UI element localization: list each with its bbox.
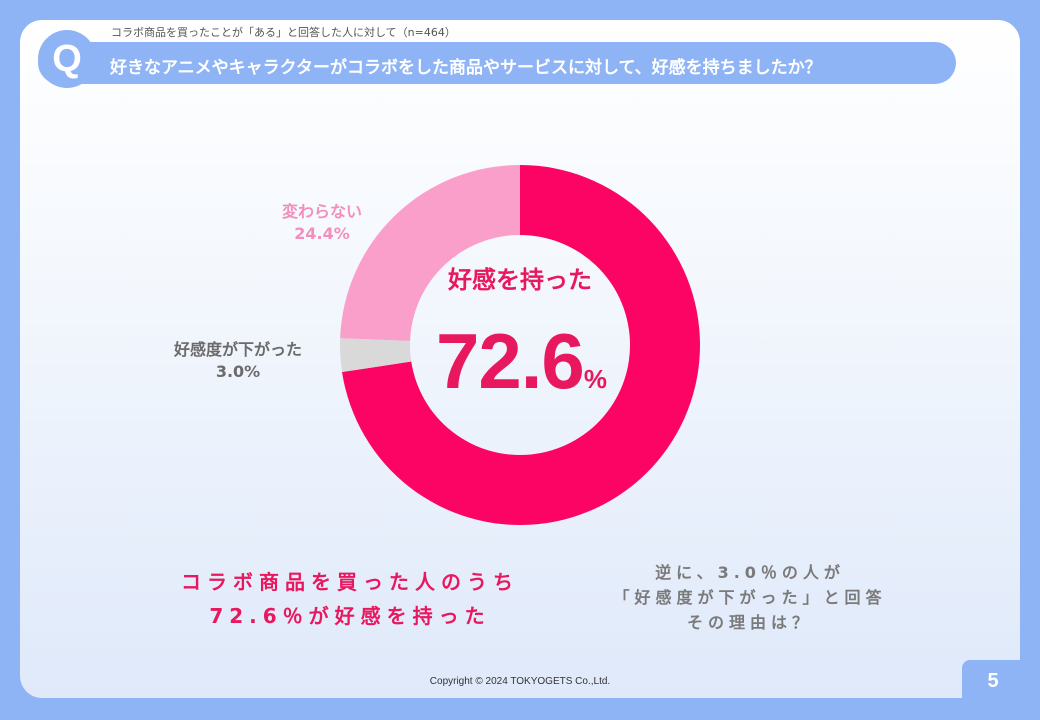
- question-subtitle: コラボ商品を買ったことが「ある」と回答した人に対して（n=464）: [111, 26, 456, 39]
- slice-value-down: 3.0%: [215, 362, 261, 381]
- slide-card: [20, 20, 1020, 698]
- summary-left-line: 72.6％が好感を持った: [209, 604, 491, 628]
- slice-down: [340, 338, 412, 373]
- slice-value-positive: 72.6%: [436, 316, 607, 407]
- slice-positive: [342, 165, 701, 525]
- summary-right: 逆に、3.0％の人が 「好感度が下がった」と回答 その理由は？: [600, 560, 900, 635]
- summary-right-line: その理由は？: [686, 613, 813, 632]
- slice-label-down: 好感度が下がった: [173, 340, 302, 359]
- question-badge: Q: [38, 30, 96, 88]
- page-number-tab: [962, 660, 1024, 710]
- question-bar: [38, 42, 956, 84]
- page-number: 5: [987, 670, 999, 692]
- copyright: Copyright © 2024 TOKYOGETS Co.,Ltd.: [429, 676, 611, 687]
- summary-right-line: 「好感度が下がった」と回答: [613, 588, 887, 607]
- slice-unchanged: [340, 165, 520, 341]
- summary-right-line: 逆に、3.0％の人が: [655, 563, 845, 582]
- slice-value-positive-number: 72.6: [436, 317, 585, 405]
- summary-left: コラボ商品を買った人のうち 72.6％が好感を持った: [140, 565, 560, 633]
- slice-label-unchanged: 変わらない: [281, 202, 362, 221]
- slice-label-positive: 好感を持った: [448, 266, 592, 294]
- slice-label-unchanged-block: 変わらない 24.4%: [262, 201, 382, 245]
- slice-value-positive-unit: %: [583, 364, 607, 394]
- slice-value-unchanged: 24.4%: [294, 224, 350, 243]
- slice-label-down-block: 好感度が下がった 3.0%: [150, 339, 326, 383]
- summary-left-line: コラボ商品を買った人のうち: [181, 570, 519, 594]
- question-text: 好きなアニメやキャラクターがコラボをした商品やサービスに対して、好感を持ちました…: [110, 58, 822, 78]
